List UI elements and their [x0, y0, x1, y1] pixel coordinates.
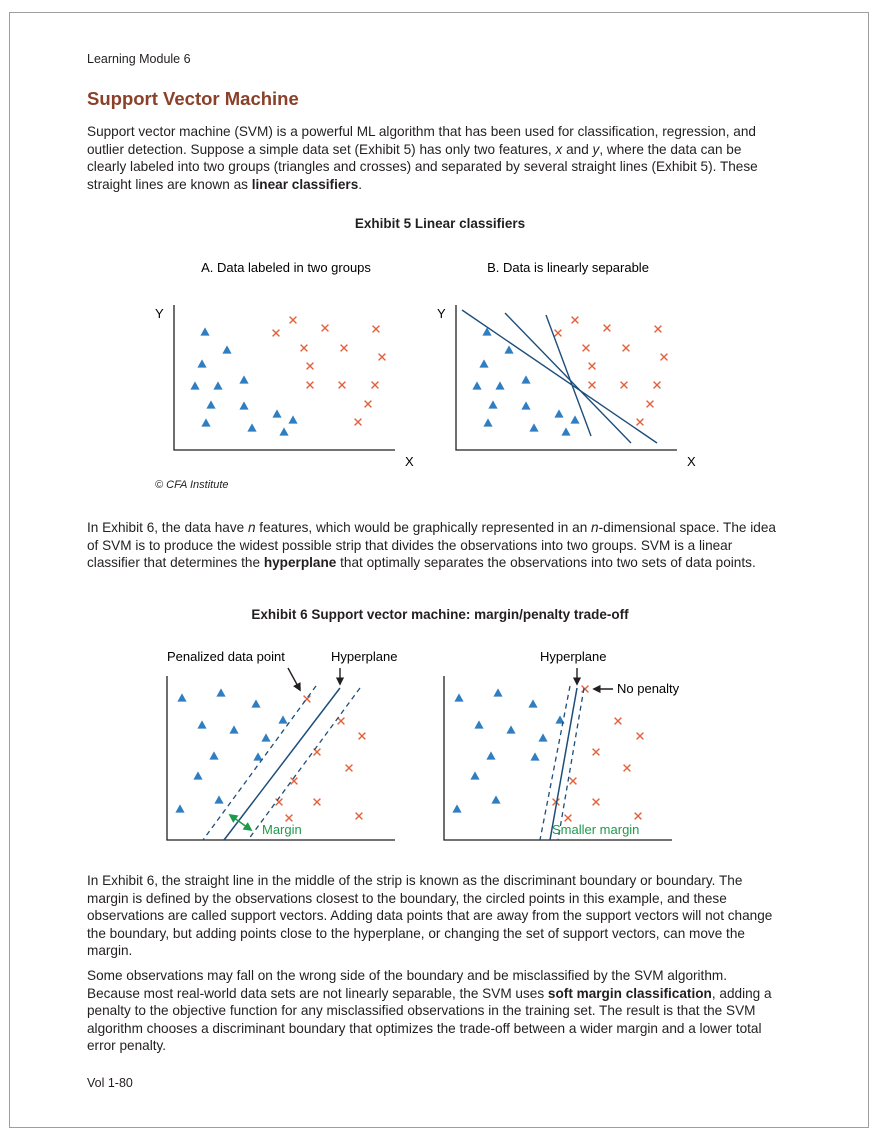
exhibit-6-left-panel: Penalized data point Hyperplane Margin	[166, 649, 398, 841]
bold-term: hyperplane	[263, 555, 337, 570]
text-run: and	[562, 141, 593, 157]
left-hyperplane	[223, 687, 341, 841]
exhibit-6-title: Exhibit 6 Support vector machine: margin…	[251, 607, 629, 622]
section-title: Support Vector Machine	[87, 88, 299, 109]
exhibit-5-title: Exhibit 5 Linear classifiers	[354, 216, 526, 231]
exhibit-6-figure: Penalized data point Hyperplane Margin H…	[166, 649, 680, 841]
italic-term: n	[247, 520, 256, 535]
right-hyperplane	[549, 687, 578, 841]
smaller-margin-label: Smaller margin	[552, 822, 639, 837]
right-margin-lower	[557, 687, 585, 841]
left-triangles	[175, 688, 288, 813]
text-run: In Exhibit 6, the data have	[87, 520, 248, 535]
right-margin-upper	[539, 685, 571, 841]
bold-term: soft margin classification	[547, 985, 712, 1001]
exhibit-5-figure: A. Data labeled in two groups Y X B. Dat…	[155, 260, 696, 469]
panel-a: A. Data labeled in two groups Y X	[155, 260, 414, 469]
panel-a-y-label: Y	[155, 306, 164, 321]
margin-arrow	[228, 813, 253, 832]
left-margin-lower	[247, 687, 361, 841]
penalized-point-label: Penalized data point	[167, 649, 285, 664]
italic-term: y	[592, 141, 600, 157]
text-run: .	[358, 176, 363, 192]
page-border	[9, 12, 869, 1128]
panel-a-title: A. Data labeled in two groups	[201, 260, 371, 275]
text-run: features, which would be graphically rep…	[255, 520, 592, 535]
text-run: Some observations may fall on the wrong …	[87, 968, 727, 1001]
italic-term: x	[555, 141, 563, 157]
text-run: Support vector machine (SVM) is a powerf…	[87, 124, 756, 157]
bold-term: linear classifiers	[251, 176, 359, 192]
panel-b-title: B. Data is linearly separable	[487, 260, 649, 275]
classifier-line-2	[504, 312, 632, 444]
left-margin-upper	[202, 685, 317, 841]
panel-b-triangles	[472, 327, 580, 436]
classifier-line-1	[461, 309, 658, 444]
left-hyperplane-label: Hyperplane	[331, 649, 398, 664]
right-panel-axes	[443, 676, 672, 841]
left-panel-axes	[166, 676, 395, 841]
panel-a-x-label: X	[405, 454, 414, 469]
panel-a-axes	[173, 305, 395, 451]
panel-b-crosses	[553, 315, 669, 427]
credit-line: © CFA Institute	[155, 479, 229, 491]
classifier-line-3	[545, 314, 592, 437]
penalized-arrow	[287, 667, 301, 692]
right-hyperplane-label: Hyperplane	[540, 649, 607, 664]
no-penalty-label: No penalty	[617, 681, 680, 696]
page-number: Vol 1-80	[87, 1076, 133, 1090]
italic-term: n	[591, 520, 599, 535]
text-run: , adding a penalty to the objective func…	[87, 985, 772, 1054]
paragraph-boundary: In Exhibit 6, the straight line in the m…	[87, 872, 777, 960]
panel-b-x-label: X	[687, 454, 696, 469]
linear-classifier-lines	[461, 309, 658, 444]
paragraph-intro: Support vector machine (SVM) is a powerf…	[87, 123, 777, 193]
panel-a-crosses	[271, 315, 387, 427]
exhibit-6-right-panel: Hyperplane No penalty Smaller margin	[443, 649, 680, 841]
running-head: Learning Module 6	[87, 52, 191, 66]
paragraph-soft-margin: Some observations may fall on the wrong …	[87, 967, 777, 1055]
right-triangles	[452, 688, 565, 813]
panel-b-axes	[455, 305, 677, 451]
panel-b-y-label: Y	[437, 306, 446, 321]
panel-b: B. Data is linearly separable Y X	[437, 260, 696, 469]
text-run: that optimally separates the observation…	[336, 555, 756, 570]
margin-label: Margin	[262, 822, 302, 837]
text-run: In Exhibit 6, the straight line in the m…	[87, 873, 773, 958]
text-run: -dimensional space. The idea of SVM is t…	[87, 520, 776, 570]
panel-a-triangles	[190, 327, 298, 436]
text-run: , where the data can be clearly labeled …	[87, 141, 758, 192]
paragraph-svm-idea: In Exhibit 6, the data have n features, …	[87, 519, 777, 572]
